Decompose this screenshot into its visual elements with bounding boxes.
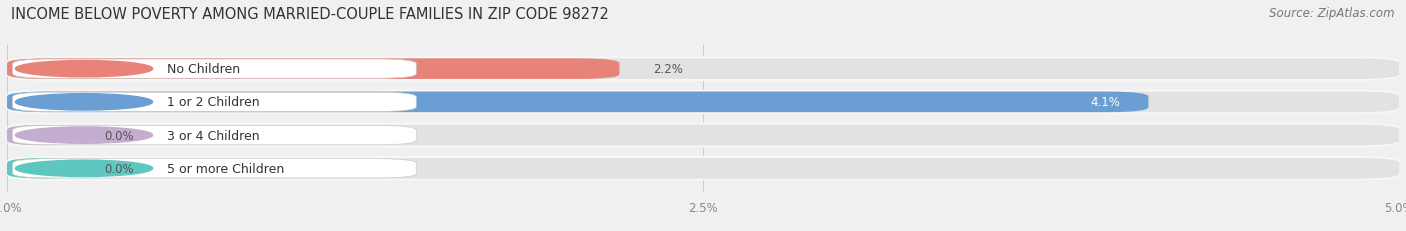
FancyBboxPatch shape xyxy=(7,59,1399,80)
Text: 0.0%: 0.0% xyxy=(104,129,134,142)
Text: 5 or more Children: 5 or more Children xyxy=(166,162,284,175)
FancyBboxPatch shape xyxy=(7,92,1149,113)
FancyBboxPatch shape xyxy=(7,90,1399,115)
FancyBboxPatch shape xyxy=(7,123,1399,148)
FancyBboxPatch shape xyxy=(7,158,77,179)
FancyBboxPatch shape xyxy=(7,92,1399,113)
FancyBboxPatch shape xyxy=(7,57,1399,82)
FancyBboxPatch shape xyxy=(13,93,416,112)
FancyBboxPatch shape xyxy=(7,59,620,80)
Circle shape xyxy=(15,61,153,78)
FancyBboxPatch shape xyxy=(13,60,416,79)
Text: 3 or 4 Children: 3 or 4 Children xyxy=(166,129,259,142)
Circle shape xyxy=(15,94,153,111)
FancyBboxPatch shape xyxy=(7,156,1399,181)
FancyBboxPatch shape xyxy=(7,125,77,146)
Circle shape xyxy=(15,127,153,144)
Text: 1 or 2 Children: 1 or 2 Children xyxy=(166,96,259,109)
Text: No Children: No Children xyxy=(166,63,239,76)
Circle shape xyxy=(15,160,153,177)
FancyBboxPatch shape xyxy=(7,125,1399,146)
Text: INCOME BELOW POVERTY AMONG MARRIED-COUPLE FAMILIES IN ZIP CODE 98272: INCOME BELOW POVERTY AMONG MARRIED-COUPL… xyxy=(11,7,609,22)
FancyBboxPatch shape xyxy=(7,158,1399,179)
Text: 4.1%: 4.1% xyxy=(1091,96,1121,109)
Text: 2.2%: 2.2% xyxy=(652,63,683,76)
FancyBboxPatch shape xyxy=(13,126,416,145)
Text: 0.0%: 0.0% xyxy=(104,162,134,175)
FancyBboxPatch shape xyxy=(13,159,416,178)
Text: Source: ZipAtlas.com: Source: ZipAtlas.com xyxy=(1270,7,1395,20)
